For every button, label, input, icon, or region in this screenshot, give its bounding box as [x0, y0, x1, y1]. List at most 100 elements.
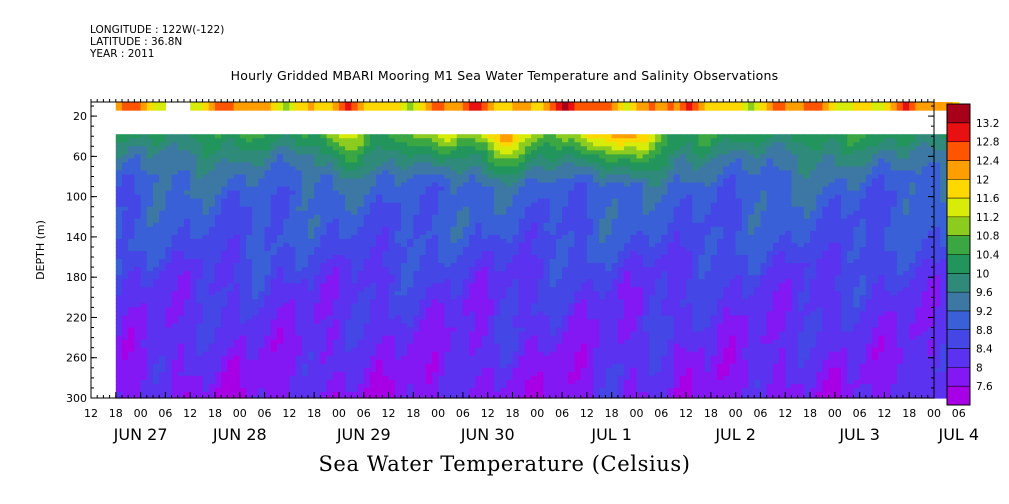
heatmap-cell: [214, 102, 222, 107]
heatmap-cell: [307, 198, 315, 204]
heatmap-cell: [351, 295, 359, 300]
heatmap-cell: [314, 230, 321, 236]
heatmap-cell: [531, 283, 538, 288]
heatmap-cell: [140, 311, 148, 317]
heatmap-cell: [165, 279, 173, 284]
heatmap-cell: [134, 395, 142, 399]
heatmap-cell: [543, 327, 551, 333]
heatmap-cell: [283, 255, 290, 260]
heatmap-cell: [208, 106, 216, 111]
heatmap-cell: [450, 146, 458, 151]
heatmap-cell: [202, 371, 210, 377]
heatmap-cell: [506, 102, 514, 107]
heatmap-cell: [369, 307, 377, 313]
heatmap-cell: [121, 186, 129, 192]
heatmap-cell: [214, 283, 222, 288]
heatmap-cell: [121, 271, 129, 276]
heatmap-cell: [512, 259, 520, 264]
heatmap-cell: [314, 311, 321, 317]
heatmap-cell: [376, 375, 383, 381]
heatmap-cell: [165, 234, 173, 240]
heatmap-cell: [239, 395, 247, 399]
heatmap-cell: [481, 359, 489, 365]
heatmap-cell: [555, 218, 563, 224]
heatmap-cell: [208, 154, 216, 159]
heatmap-cell: [289, 263, 297, 268]
heatmap-cell: [146, 319, 154, 325]
heatmap-cell: [177, 395, 185, 399]
heatmap-cell: [276, 263, 284, 268]
heatmap-cell: [357, 194, 365, 200]
heatmap-cell: [549, 283, 557, 288]
heatmap-cell: [152, 154, 160, 159]
heatmap-cell: [183, 351, 191, 357]
heatmap-cell: [487, 134, 495, 139]
heatmap-cell: [450, 391, 458, 397]
heatmap-cell: [407, 391, 414, 397]
heatmap-cell: [289, 230, 297, 236]
heatmap-cell: [394, 226, 402, 232]
heatmap-cell: [568, 230, 576, 236]
heatmap-cell: [345, 251, 352, 256]
heatmap-cell: [419, 295, 427, 300]
heatmap-cell: [314, 275, 321, 280]
heatmap-cell: [555, 275, 563, 280]
heatmap-cell: [258, 347, 266, 353]
heatmap-cell: [555, 214, 563, 220]
heatmap-cell: [425, 363, 433, 369]
heatmap-cell: [283, 343, 290, 349]
heatmap-cell: [115, 323, 123, 329]
heatmap-cell: [506, 222, 514, 228]
heatmap-cell: [245, 363, 253, 369]
heatmap-cell: [283, 275, 290, 280]
heatmap-cell: [345, 166, 352, 172]
heatmap-cell: [152, 395, 160, 399]
heatmap-cell: [549, 134, 557, 139]
heatmap-cell: [512, 166, 520, 172]
heatmap-cell: [289, 311, 297, 317]
heatmap-cell: [462, 174, 470, 180]
heatmap-cell: [363, 138, 371, 143]
heatmap-cell: [438, 198, 445, 204]
heatmap-cell: [128, 275, 135, 280]
heatmap-cell: [258, 323, 266, 329]
heatmap-cell: [326, 295, 334, 300]
heatmap-cell: [388, 134, 396, 139]
heatmap-cell: [549, 106, 557, 111]
heatmap-cell: [264, 307, 272, 313]
heatmap-cell: [320, 142, 328, 147]
heatmap-cell: [512, 395, 520, 399]
heatmap-cell: [518, 267, 526, 272]
heatmap-cell: [357, 230, 365, 236]
heatmap-cell: [314, 174, 321, 180]
heatmap-cell: [245, 371, 253, 377]
heatmap-cell: [487, 303, 495, 308]
heatmap-cell: [264, 387, 272, 393]
heatmap-cell: [518, 363, 526, 369]
heatmap-cell: [233, 335, 241, 341]
heatmap-cell: [295, 347, 303, 353]
heatmap-cell: [506, 259, 514, 264]
heatmap-cell: [345, 383, 352, 389]
heatmap-cell: [171, 303, 179, 308]
heatmap-cell: [258, 206, 266, 212]
heatmap-cell: [562, 194, 569, 200]
heatmap-cell: [258, 267, 266, 272]
heatmap-cell: [270, 259, 278, 264]
heatmap-cell: [425, 234, 433, 240]
heatmap-cell: [307, 190, 315, 196]
heatmap-cell: [537, 319, 545, 325]
heatmap-cell: [400, 267, 408, 272]
heatmap-cell: [357, 202, 365, 208]
heatmap-cell: [419, 275, 427, 280]
heatmap-cell: [568, 202, 576, 208]
heatmap-cell: [506, 218, 514, 224]
heatmap-cell: [320, 295, 328, 300]
heatmap-cell: [493, 327, 501, 333]
heatmap-cell: [369, 311, 377, 317]
heatmap-cell: [369, 259, 377, 264]
heatmap-cell: [183, 238, 191, 244]
heatmap-cell: [165, 174, 173, 180]
heatmap-cell: [400, 134, 408, 139]
heatmap-cell: [363, 106, 371, 111]
